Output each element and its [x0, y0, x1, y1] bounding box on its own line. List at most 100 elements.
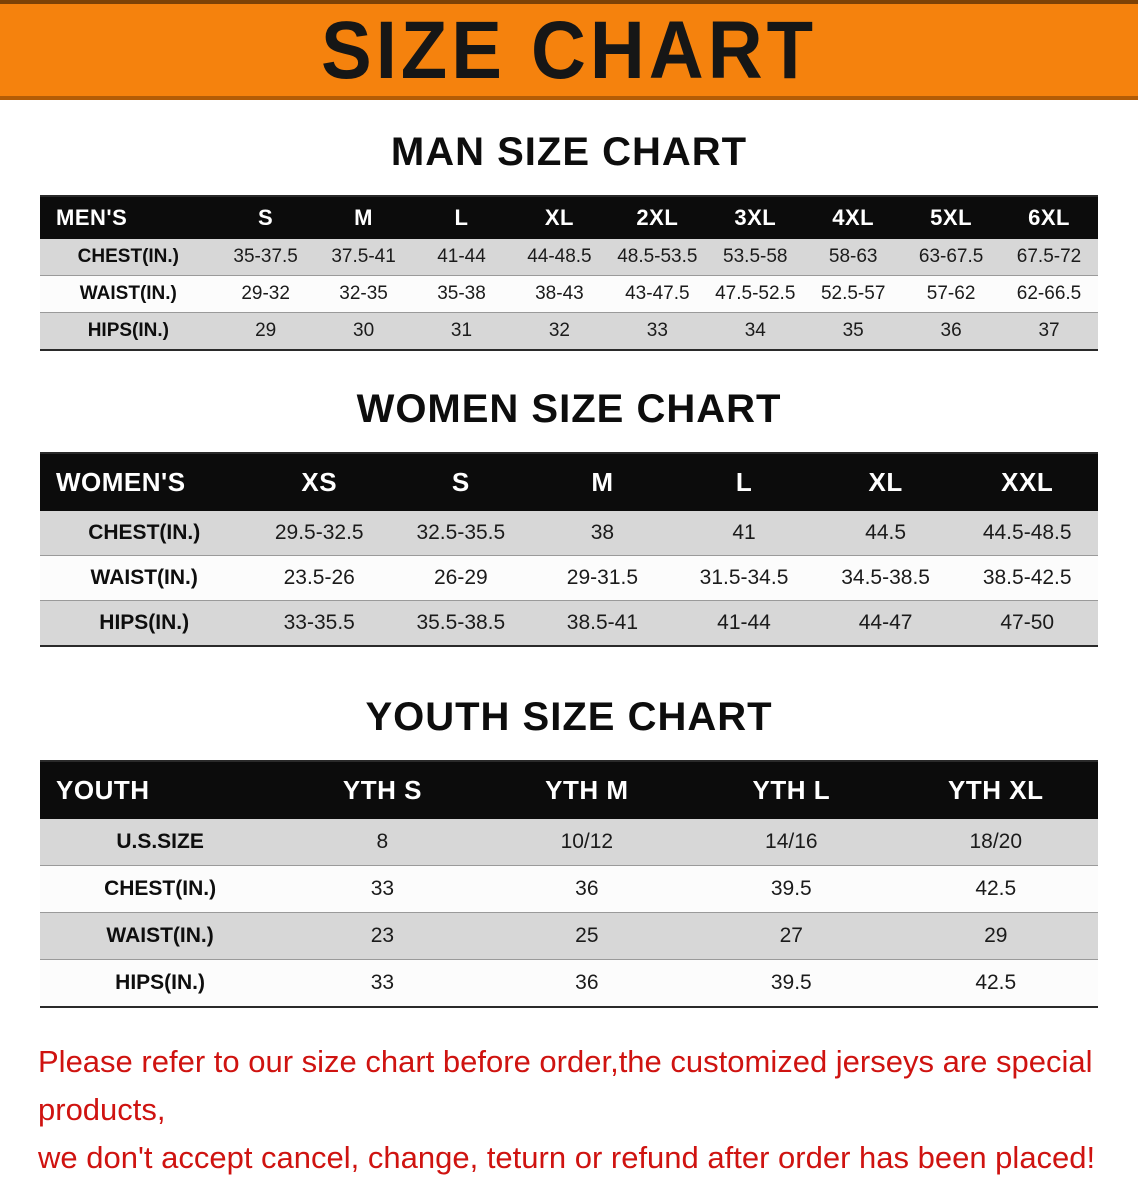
- size-header-cell: S: [258, 205, 274, 230]
- value-cell: 14/16: [765, 830, 818, 853]
- value-cell: 38.5-41: [566, 611, 639, 634]
- disclaimer-line-1: Please refer to our size chart before or…: [38, 1044, 1093, 1128]
- value-cell: 44-48.5: [527, 246, 592, 267]
- value-cell: 18/20: [969, 830, 1023, 853]
- value-cell: 35-38: [437, 283, 486, 304]
- women-size-section: WOMEN SIZE CHART WOMEN'S XS S M L XL XXL CHEST…: [0, 387, 1138, 647]
- disclaimer-note: Please refer to our size chart before or…: [38, 1038, 1102, 1182]
- youth-section-heading: YOUTH SIZE CHART: [365, 695, 773, 739]
- size-header-cell: XL: [868, 467, 903, 497]
- size-header-cell: M: [591, 467, 614, 497]
- value-cell: 37.5-41: [331, 246, 396, 267]
- value-cell: 23: [370, 924, 395, 947]
- value-cell: 35: [842, 320, 864, 341]
- value-cell: 35-37.5: [233, 246, 298, 267]
- table-title-cell: MEN'S: [56, 205, 128, 230]
- value-cell: 10/12: [560, 830, 614, 853]
- row-label-cell: CHEST(IN.): [104, 877, 217, 900]
- size-header-cell: M: [354, 205, 373, 230]
- value-cell: 25: [575, 924, 599, 947]
- table-row: WAIST(IN.) 29-32 32-35 35-38 38-43 43-47.5 47.…: [40, 275, 1098, 313]
- value-cell: 38.5-42.5: [982, 566, 1072, 589]
- table-row: HIPS(IN.) 33-35.5 35.5-38.5 38.5-41 41-44 44-…: [40, 600, 1098, 646]
- women-table-header-row: WOMEN'S XS S M L XL XXL: [40, 453, 1098, 511]
- women-size-table: WOMEN'S XS S M L XL XXL CHEST(IN.) 29.5-32.5 32.…: [40, 452, 1098, 647]
- men-table-header-row: MEN'S S M L XL 2XL 3XL 4XL 5XL 6XL: [40, 196, 1098, 239]
- size-header-cell: YTH M: [545, 775, 629, 805]
- value-cell: 39.5: [770, 877, 812, 900]
- value-cell: 34.5-38.5: [841, 566, 930, 589]
- value-cell: 38-43: [535, 283, 584, 304]
- table-title-cell: YOUTH: [56, 775, 150, 805]
- men-size-table: MEN'S S M L XL 2XL 3XL 4XL 5XL 6XL CHEST(IN.) 35-3…: [40, 195, 1098, 351]
- size-header-cell: XL: [544, 205, 574, 230]
- value-cell: 47-50: [1000, 611, 1055, 634]
- value-cell: 36: [940, 320, 962, 341]
- page-title: SIZE CHART: [321, 4, 817, 96]
- value-cell: 23.5-26: [283, 566, 355, 589]
- value-cell: 36: [575, 877, 599, 900]
- value-cell: 33: [370, 971, 395, 994]
- value-cell: 42.5: [975, 971, 1017, 994]
- size-header-cell: YTH XL: [948, 775, 1044, 805]
- table-row: WAIST(IN.) 23 25 27 29: [40, 912, 1098, 960]
- row-label-cell: CHEST(IN.): [88, 521, 201, 544]
- row-label-cell: HIPS(IN.): [115, 971, 205, 994]
- size-header-cell: 2XL: [636, 205, 679, 230]
- value-cell: 39.5: [770, 971, 812, 994]
- value-cell: 29-32: [241, 283, 290, 304]
- size-header-cell: 5XL: [930, 205, 973, 230]
- value-cell: 29: [984, 924, 1008, 947]
- youth-size-table: YOUTH YTH S YTH M YTH L YTH XL U.S.SIZE 8 10/1…: [40, 760, 1098, 1008]
- row-label-cell: WAIST(IN.): [79, 283, 177, 304]
- table-row: HIPS(IN.) 29 30 31 32 33 34 35 36 37: [40, 312, 1098, 350]
- value-cell: 44.5-48.5: [982, 521, 1072, 544]
- table-row: U.S.SIZE 8 10/12 14/16 18/20: [40, 819, 1098, 866]
- value-cell: 43-47.5: [625, 283, 690, 304]
- title-banner: SIZE CHART: [0, 0, 1138, 100]
- value-cell: 41-44: [437, 246, 486, 267]
- table-title-cell: WOMEN'S: [56, 467, 186, 497]
- value-cell: 58-63: [828, 246, 878, 267]
- value-cell: 34: [744, 320, 766, 341]
- youth-table-header-row: YOUTH YTH S YTH M YTH L YTH XL: [40, 761, 1098, 819]
- row-label-cell: CHEST(IN.): [77, 246, 179, 267]
- size-header-cell: 4XL: [832, 205, 875, 230]
- row-label-cell: HIPS(IN.): [99, 611, 190, 634]
- table-row: CHEST(IN.) 29.5-32.5 32.5-35.5 38 41 44.5 44.5…: [40, 511, 1098, 556]
- value-cell: 8: [376, 830, 389, 853]
- value-cell: 31: [450, 320, 473, 341]
- value-cell: 33: [370, 877, 395, 900]
- men-size-section: MAN SIZE CHART MEN'S S M L XL 2XL 3XL 4XL 5XL 6XL…: [0, 130, 1138, 351]
- size-header-cell: 3XL: [734, 205, 777, 230]
- value-cell: 32: [548, 320, 570, 341]
- value-cell: 32-35: [339, 283, 388, 304]
- row-label-cell: WAIST(IN.): [90, 566, 198, 589]
- size-header-cell: YTH L: [752, 775, 831, 805]
- size-header-cell: L: [735, 467, 753, 497]
- value-cell: 41-44: [717, 611, 771, 634]
- men-section-heading: MAN SIZE CHART: [390, 130, 748, 174]
- value-cell: 44.5: [865, 521, 907, 544]
- value-cell: 62-66.5: [1016, 283, 1082, 304]
- value-cell: 27: [779, 924, 803, 947]
- row-label-cell: HIPS(IN.): [87, 320, 169, 341]
- value-cell: 44-47: [858, 611, 913, 634]
- size-header-cell: XS: [301, 467, 338, 497]
- value-cell: 31.5-34.5: [699, 566, 789, 589]
- table-row: CHEST(IN.) 35-37.5 37.5-41 41-44 44-48.5 48.5…: [40, 239, 1098, 276]
- value-cell: 29: [255, 320, 277, 341]
- youth-size-section: YOUTH SIZE CHART YOUTH YTH S YTH M YTH L YTH…: [0, 695, 1138, 1008]
- value-cell: 36: [575, 971, 599, 994]
- row-label-cell: WAIST(IN.): [106, 924, 214, 947]
- value-cell: 53.5-58: [723, 246, 788, 267]
- value-cell: 32.5-35.5: [416, 521, 506, 544]
- value-cell: 42.5: [975, 877, 1017, 900]
- value-cell: 30: [353, 320, 375, 341]
- value-cell: 38: [590, 521, 615, 544]
- value-cell: 35.5-38.5: [416, 611, 506, 634]
- size-header-cell: XXL: [1001, 467, 1054, 497]
- disclaimer-line-2: we don't accept cancel, change, teturn o…: [38, 1140, 1096, 1176]
- value-cell: 37: [1038, 320, 1060, 341]
